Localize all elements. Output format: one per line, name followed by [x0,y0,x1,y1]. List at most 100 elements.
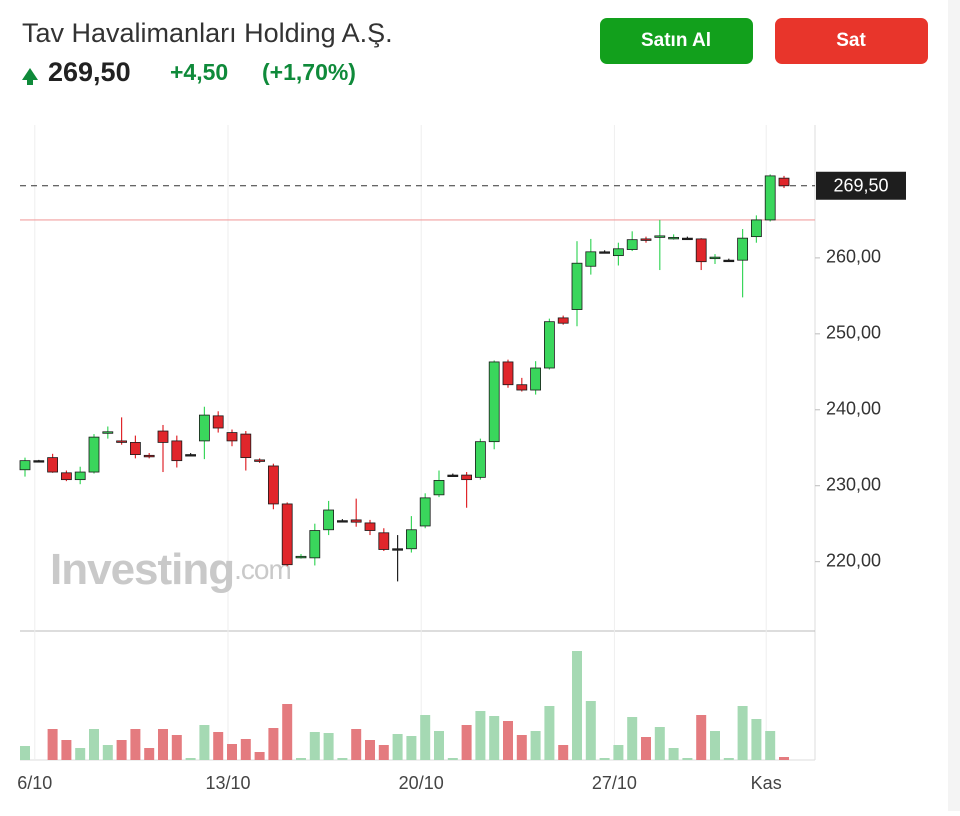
volume-bar [516,735,527,760]
volume-bar [75,748,86,760]
y-tick-label: 240,00 [826,399,881,419]
volume-bar [240,739,251,760]
buy-button[interactable] [600,18,753,64]
volume-bar [544,706,555,760]
volume-bar [779,757,789,760]
candle-body [212,415,224,429]
volume-bar [199,725,210,760]
candle-body [751,219,762,238]
volume-bar [627,717,638,760]
candle-body [488,361,500,443]
candle-body [88,436,100,473]
volume-bar [296,758,306,760]
last-price-label: 269,50 [833,176,888,196]
candle-body [295,555,307,559]
volume-bar [213,732,224,760]
candle-body [240,433,252,459]
candle-body [723,259,735,263]
volume-bar [282,704,293,760]
volume-bar [489,716,500,760]
candle-body [129,442,141,455]
candle-body [171,440,183,462]
up-arrow [22,68,38,85]
candle-body [267,465,279,505]
candle-body [143,454,155,458]
candle-body [226,432,238,442]
watermark: Investing.com [50,545,291,594]
volume-bar [599,758,610,760]
candle-body [336,520,348,523]
candle-body [502,361,514,386]
candle-body [557,317,569,324]
volume-bar [558,745,569,760]
volume-bar [654,727,665,760]
volume-bar [171,735,182,760]
candle-body [668,236,679,240]
candle-body [198,414,210,442]
volume-bar [572,651,582,760]
candle-body [364,522,376,531]
candle-body [74,471,86,481]
candle-body [102,431,114,434]
candle-body [157,430,169,443]
candle-body [323,509,335,531]
volume-bar [47,729,58,760]
volume-bar [461,725,472,760]
candle-body [695,238,707,263]
volume-bar [351,729,362,760]
candle-body [419,497,431,527]
volume-bar [337,758,348,760]
volume-bar [365,740,375,760]
volume-bar [737,706,748,760]
volume-bar [447,758,458,760]
x-tick-label: 27/10 [592,773,637,793]
volume-bar [227,744,237,760]
y-tick-label: 260,00 [826,247,881,267]
candle-body [764,175,776,221]
candle-body [19,460,31,471]
volume-bar [434,731,444,760]
candle-body [709,256,721,260]
last-price-box [816,171,906,200]
instrument-title: Tav Havalimanları Holding A.Ş. [22,18,393,48]
y-tick-label: 250,00 [826,323,881,343]
volume-bar [751,719,762,760]
volume-bar [765,731,776,760]
candle-body [654,235,666,238]
volume-bar [309,732,320,760]
candle-body [309,530,321,559]
volume-bar [723,758,734,760]
candle-body [350,519,362,523]
watermark-name: Investing [50,545,234,594]
sell-button[interactable] [775,18,928,64]
candle-body [571,262,583,310]
sell-button-label[interactable]: Sat [836,30,866,51]
volume-bar [158,729,168,760]
candle-body [737,237,748,261]
y-tick-label: 230,00 [826,474,881,494]
volume-bar [641,737,651,760]
volume-bar [20,746,30,760]
price-change: +4,50 [170,59,228,85]
volume-bar [613,745,624,760]
scrollbar [948,0,960,811]
buy-button-label[interactable]: Satın Al [641,30,711,51]
candle-body [433,479,445,496]
volume-bar [682,758,693,760]
x-tick-label: 13/10 [205,773,250,793]
candle-body [461,474,473,481]
candle-body [392,548,404,551]
volume-bar [254,752,265,760]
candle-body [33,460,45,463]
candle-body [544,321,555,369]
candle-body [626,239,638,250]
candle-body [185,454,197,457]
candle-body [585,251,597,267]
volume-bar [102,745,113,760]
candle-body [599,251,610,254]
volume-bar [116,740,127,760]
candle-body [47,457,58,473]
volume-bar [268,728,279,760]
candle-body [474,441,486,478]
